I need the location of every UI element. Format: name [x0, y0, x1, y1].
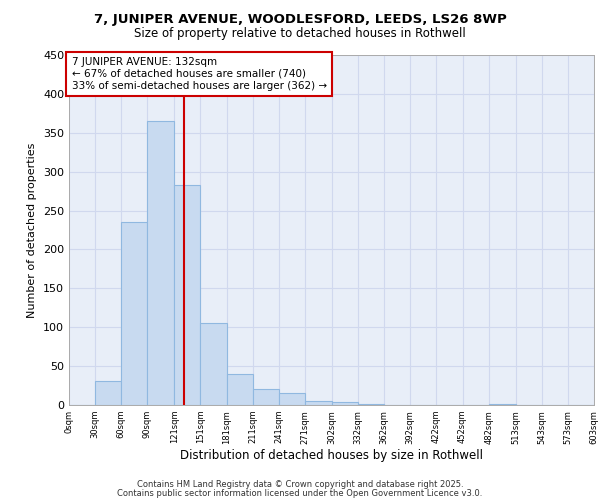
- Bar: [200, 324, 227, 405]
- Bar: [332, 402, 358, 405]
- Bar: [175, 185, 200, 405]
- Text: Contains HM Land Registry data © Crown copyright and database right 2025.: Contains HM Land Registry data © Crown c…: [137, 480, 463, 489]
- Text: Contains public sector information licensed under the Open Government Licence v3: Contains public sector information licen…: [118, 489, 482, 498]
- Bar: [121, 222, 148, 405]
- Text: 7, JUNIPER AVENUE, WOODLESFORD, LEEDS, LS26 8WP: 7, JUNIPER AVENUE, WOODLESFORD, LEEDS, L…: [94, 12, 506, 26]
- Y-axis label: Number of detached properties: Number of detached properties: [28, 142, 37, 318]
- Text: 7 JUNIPER AVENUE: 132sqm
← 67% of detached houses are smaller (740)
33% of semi-: 7 JUNIPER AVENUE: 132sqm ← 67% of detach…: [71, 58, 327, 90]
- Bar: [305, 401, 332, 405]
- Bar: [358, 404, 384, 405]
- X-axis label: Distribution of detached houses by size in Rothwell: Distribution of detached houses by size …: [180, 450, 483, 462]
- Bar: [488, 404, 515, 405]
- Bar: [253, 388, 279, 405]
- Bar: [279, 394, 305, 405]
- Bar: [227, 374, 253, 405]
- Bar: [148, 121, 175, 405]
- Text: Size of property relative to detached houses in Rothwell: Size of property relative to detached ho…: [134, 28, 466, 40]
- Bar: [95, 381, 121, 405]
